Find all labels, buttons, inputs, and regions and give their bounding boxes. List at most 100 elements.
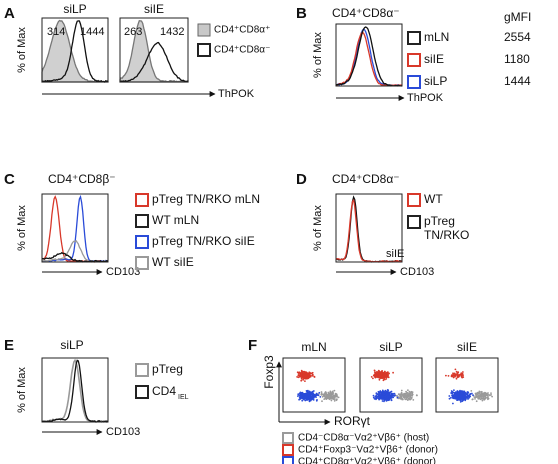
cell-dot bbox=[370, 376, 373, 378]
cell-dot bbox=[384, 373, 386, 376]
legend-label: mLN bbox=[424, 30, 449, 44]
histogram-curve bbox=[41, 359, 109, 423]
cell-dot bbox=[479, 393, 482, 396]
cell-dot bbox=[302, 374, 305, 377]
cell-dot bbox=[379, 391, 381, 394]
cell-dot bbox=[297, 393, 300, 395]
cell-dot bbox=[464, 391, 467, 394]
cell-dot bbox=[464, 399, 467, 402]
cell-dot bbox=[374, 373, 377, 376]
cell-dot bbox=[382, 374, 385, 377]
cell-dot bbox=[313, 395, 316, 397]
cell-dot bbox=[326, 393, 328, 396]
cell-dot bbox=[311, 396, 313, 399]
cell-dot bbox=[302, 379, 304, 381]
legend-swatch bbox=[407, 31, 421, 45]
legend-label: TN/RKO bbox=[424, 228, 469, 242]
cell-dot bbox=[298, 396, 301, 399]
legend-label: CD4⁺CD8α⁻ bbox=[214, 45, 270, 56]
cell-dot bbox=[475, 396, 478, 398]
cell-dot bbox=[320, 393, 323, 396]
cell-dot bbox=[337, 396, 340, 399]
cell-dot bbox=[389, 391, 392, 394]
cell-dot bbox=[312, 399, 315, 401]
cell-dot bbox=[304, 393, 307, 396]
cell-dot bbox=[306, 372, 309, 375]
cell-dot bbox=[388, 391, 390, 394]
cell-dot bbox=[333, 389, 336, 392]
cell-dot bbox=[320, 391, 323, 393]
cell-dot bbox=[372, 377, 374, 380]
cell-dot bbox=[385, 399, 388, 402]
cell-dot bbox=[456, 390, 459, 393]
cell-dot bbox=[393, 395, 396, 397]
cell-dot bbox=[459, 395, 462, 398]
histogram-curve bbox=[119, 19, 189, 83]
cell-dot bbox=[310, 372, 313, 375]
cell-dot bbox=[405, 390, 407, 393]
cell-dot bbox=[385, 394, 388, 396]
cell-dot bbox=[311, 374, 314, 377]
legend-swatch bbox=[135, 235, 149, 249]
cell-dot bbox=[299, 391, 302, 394]
legend-swatch bbox=[135, 385, 149, 399]
cell-dot bbox=[454, 391, 457, 394]
y-axis-label: Foxp3 bbox=[262, 355, 276, 389]
cell-dot bbox=[311, 390, 314, 393]
legend-label: CD4 bbox=[152, 384, 176, 398]
cell-dot bbox=[315, 392, 318, 395]
cell-dot bbox=[459, 399, 462, 402]
cell-dot bbox=[387, 376, 390, 379]
cell-dot bbox=[445, 374, 447, 377]
cell-dot bbox=[451, 394, 453, 397]
cell-dot bbox=[402, 395, 405, 398]
cell-dot bbox=[450, 390, 453, 392]
legend-label: CD4⁺CD8α⁺ bbox=[214, 25, 270, 36]
cell-dot bbox=[297, 374, 300, 377]
cell-dot bbox=[302, 376, 304, 379]
plot-title: siLP bbox=[63, 2, 86, 16]
panel-label: B bbox=[296, 5, 307, 22]
y-axis-label: % of Max bbox=[16, 367, 28, 413]
cell-dot bbox=[384, 378, 386, 381]
y-axis-label: % of Max bbox=[312, 32, 324, 78]
cell-dot bbox=[415, 394, 418, 396]
cell-dot bbox=[306, 397, 309, 400]
cell-dot bbox=[391, 394, 394, 397]
plot-frame bbox=[282, 357, 346, 413]
histogram-curve bbox=[335, 26, 403, 87]
cell-dot bbox=[301, 399, 304, 402]
cell-dot bbox=[484, 392, 487, 394]
cell-dot bbox=[312, 397, 314, 400]
cell-dot bbox=[464, 396, 467, 398]
cell-dot bbox=[386, 396, 388, 399]
cell-dot bbox=[483, 398, 486, 401]
cell-dot bbox=[297, 395, 299, 397]
cell-dot bbox=[491, 395, 493, 398]
cell-dot bbox=[390, 399, 393, 402]
legend-swatch bbox=[282, 444, 294, 456]
cell-dot bbox=[484, 395, 486, 397]
mfi-value: 1180 bbox=[504, 52, 530, 66]
histogram-curve bbox=[119, 41, 189, 83]
legend-label: WT mLN bbox=[152, 213, 199, 227]
x-axis-label: ThPOK bbox=[407, 92, 444, 104]
cell-dot bbox=[451, 391, 454, 393]
cell-dot bbox=[478, 394, 481, 397]
cell-dot bbox=[308, 394, 310, 396]
cell-dot bbox=[308, 371, 311, 374]
legend-swatch bbox=[282, 456, 294, 464]
cell-dot bbox=[299, 374, 302, 377]
cell-dot bbox=[485, 392, 488, 395]
histogram-curve bbox=[41, 194, 108, 263]
cell-dot bbox=[378, 396, 381, 399]
cell-dot bbox=[401, 397, 403, 400]
cell-dot bbox=[406, 395, 409, 398]
legend-swatch bbox=[135, 256, 149, 270]
legend-swatch bbox=[282, 432, 294, 444]
cell-dot bbox=[300, 376, 303, 378]
cell-dot bbox=[388, 395, 390, 398]
cell-dot bbox=[392, 392, 394, 395]
cell-dot bbox=[470, 390, 473, 392]
cell-dot bbox=[455, 370, 458, 373]
